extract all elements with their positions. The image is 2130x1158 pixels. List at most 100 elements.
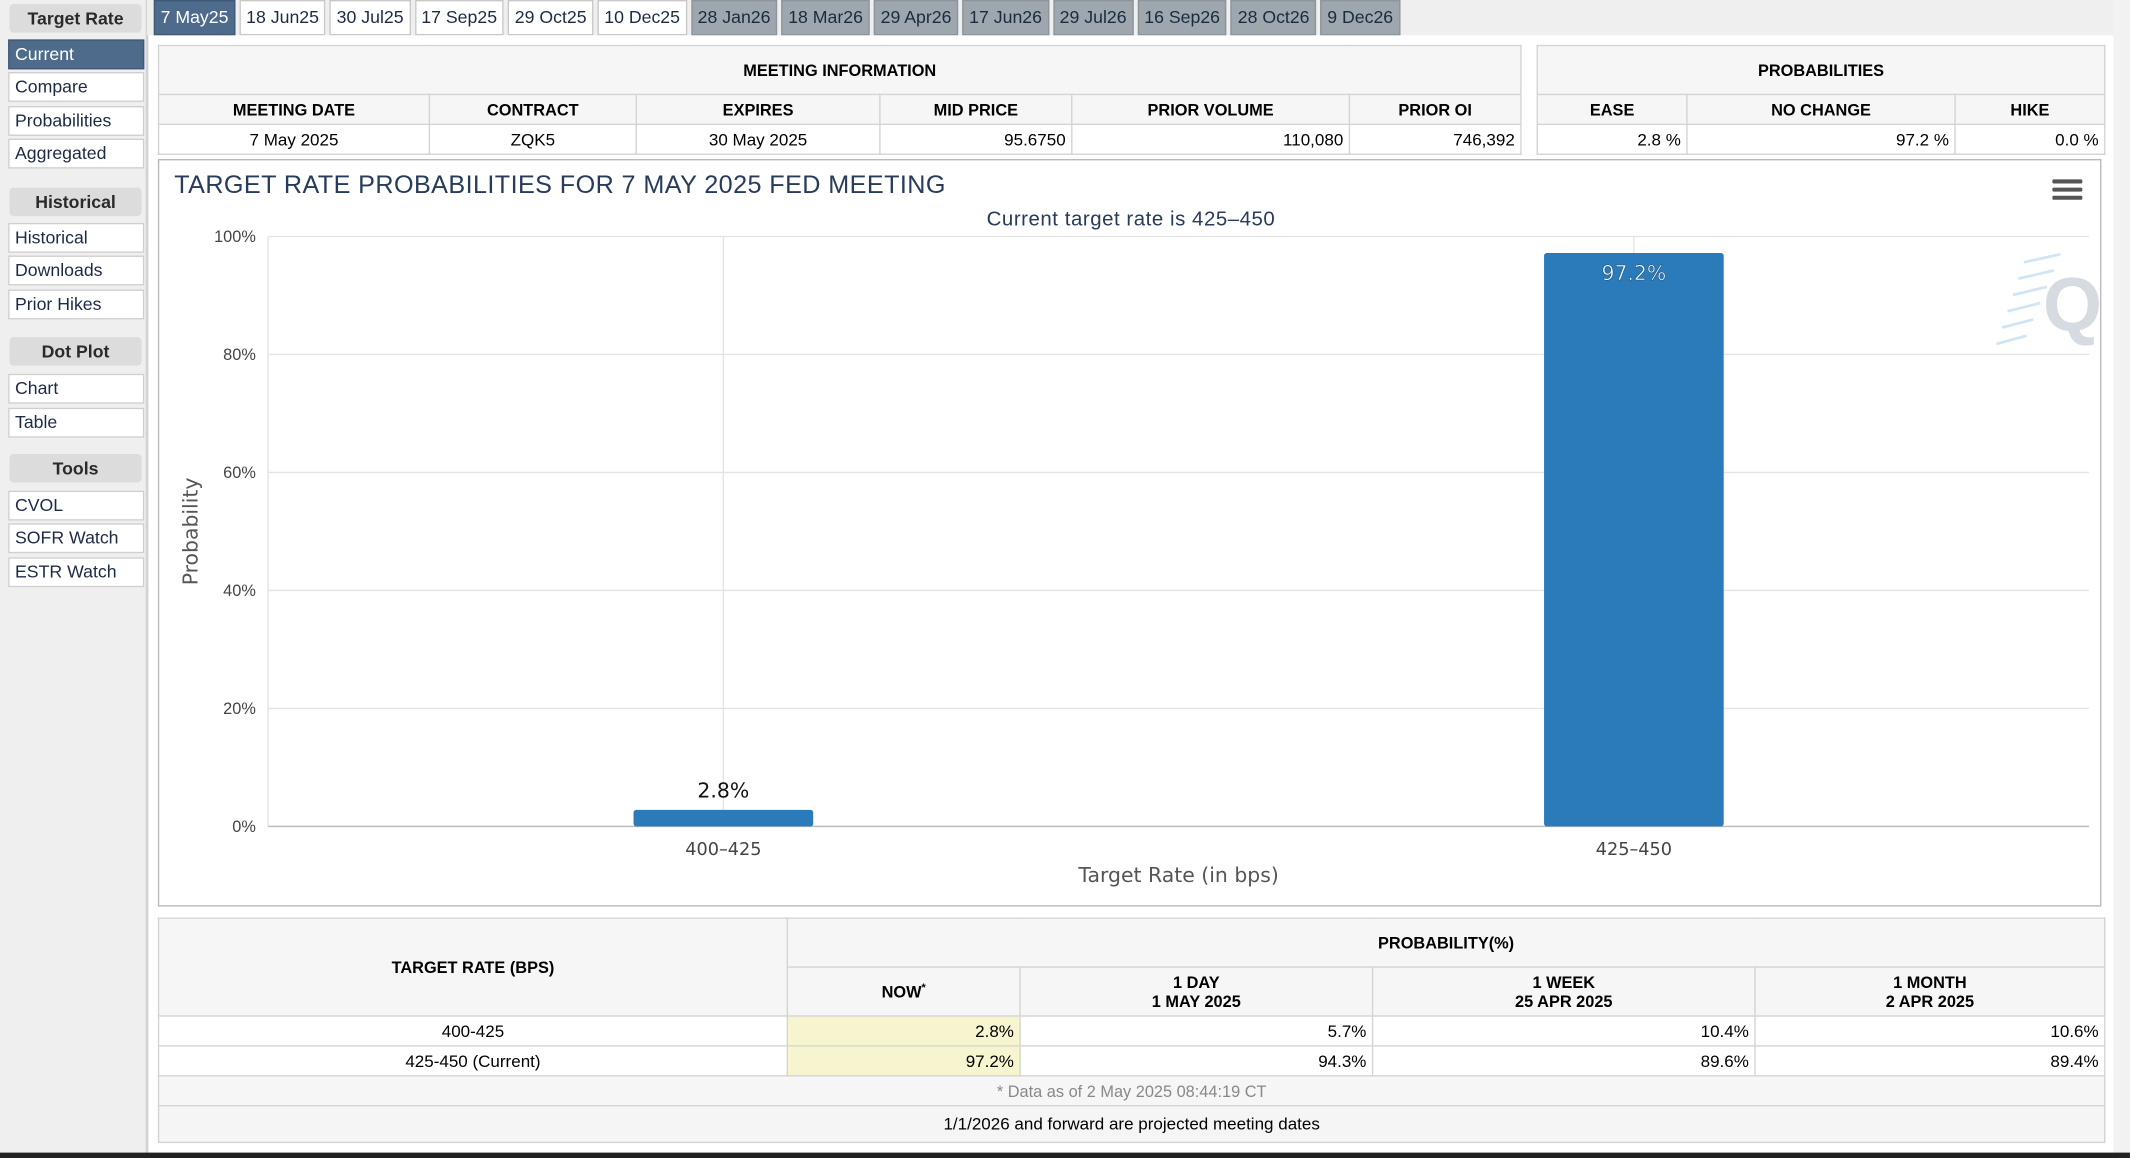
footer-note: 1/1/2026 and forward are projected meeti… xyxy=(157,1105,2106,1144)
row-now: 97.2% xyxy=(786,1045,1021,1077)
data-timestamp-note: * Data as of 2 May 2025 08:44:19 CT xyxy=(157,1075,2106,1107)
row-now: 2.8% xyxy=(786,1015,1021,1047)
sidebar-item-compare[interactable]: Compare xyxy=(8,72,145,102)
row-1-week: 10.4% xyxy=(1371,1015,1756,1047)
col-1-month-line1: 1 MONTH xyxy=(1893,972,1967,992)
col-1-day-line1: 1 DAY xyxy=(1173,972,1220,992)
row-1-day: 5.7% xyxy=(1019,1015,1374,1047)
sidebar-item-table[interactable]: Table xyxy=(8,407,145,438)
tab-meeting[interactable]: 17 Sep25 xyxy=(414,0,504,36)
meeting-info-title: MEETING INFORMATION xyxy=(157,44,1522,96)
sidebar-item-historical[interactable]: Historical xyxy=(8,222,145,253)
svg-text:Q: Q xyxy=(2043,262,2102,347)
sidebar-head-historical: Historical xyxy=(9,187,142,217)
sidebar-item-sofr-watch[interactable]: SOFR Watch xyxy=(8,523,145,554)
tab-meeting[interactable]: 18 Jun25 xyxy=(239,0,326,36)
col-ease: EASE xyxy=(1536,93,1688,126)
probabilities-table: PROBABILITIES EASE NO CHANGE HIKE 2.8 % … xyxy=(1536,44,2106,155)
tab-meeting[interactable]: 29 Apr26 xyxy=(873,0,959,36)
chart-panel: 0% 20% 40% 60% 80% 100% 2.8% 400–425 97.2% 425–45… xyxy=(157,159,2102,907)
tab-meeting[interactable]: 29 Oct25 xyxy=(507,0,594,36)
sidebar: Target Rate Current Compare Probabilitie… xyxy=(0,0,147,1158)
table-row: 400-425 2.8% 5.7% 10.4% 10.6% xyxy=(157,1015,2106,1047)
no-change-value: 97.2 % xyxy=(1686,123,1956,155)
hike-value: 0.0 % xyxy=(1954,123,2106,155)
y-tick-label: 100% xyxy=(214,228,256,246)
row-rate: 425-450 (Current) xyxy=(157,1045,789,1077)
y-tick-label: 40% xyxy=(223,582,256,600)
col-target-rate: TARGET RATE (BPS) xyxy=(157,917,789,1017)
row-1-day: 94.3% xyxy=(1019,1045,1374,1077)
meeting-tabs: 7 May25 18 Jun25 30 Jul25 17 Sep25 29 Oct25 1… xyxy=(153,0,1400,36)
bar-data-label: 2.8% xyxy=(697,779,749,803)
sidebar-item-aggregated[interactable]: Aggregated xyxy=(8,138,145,169)
col-1-day: 1 DAY 1 MAY 2025 xyxy=(1019,966,1374,1017)
probability-history-table: TARGET RATE (BPS) PROBABILITY(%) NOW* 1 … xyxy=(157,917,2106,1107)
watermark-logo-icon: Q xyxy=(1996,252,2102,347)
x-axis-title: Target Rate (in bps) xyxy=(1077,863,1278,887)
y-tick-label: 20% xyxy=(223,700,256,718)
meeting-date-value: 7 May 2025 xyxy=(157,123,431,155)
y-tick-label: 60% xyxy=(223,464,256,482)
sidebar-head-target-rate: Target Rate xyxy=(9,4,142,33)
row-1-month: 10.6% xyxy=(1754,1015,2106,1047)
chart-menu-icon[interactable] xyxy=(2052,179,2083,201)
bar-data-label: 97.2% xyxy=(1601,261,1666,285)
meeting-info-table: MEETING INFORMATION MEETING DATE CONTRAC… xyxy=(157,44,1522,155)
bottom-edge xyxy=(0,1152,2130,1158)
col-prior-oi: PRIOR OI xyxy=(1348,93,1522,126)
col-expires: EXPIRES xyxy=(635,93,881,126)
tab-meeting[interactable]: 28 Jan26 xyxy=(690,0,778,36)
col-1-month-line2: 2 APR 2025 xyxy=(1885,991,1975,1011)
probability-chart: 0% 20% 40% 60% 80% 100% 2.8% 400–425 97.2% 425–45… xyxy=(178,228,2102,887)
tab-meeting[interactable]: 29 Jul26 xyxy=(1052,0,1134,36)
sidebar-item-downloads[interactable]: Downloads xyxy=(8,255,145,286)
sidebar-item-probabilities[interactable]: Probabilities xyxy=(8,106,145,136)
bar xyxy=(1544,253,1724,827)
sidebar-item-cvol[interactable]: CVOL xyxy=(8,490,145,521)
sidebar-item-estr-watch[interactable]: ESTR Watch xyxy=(8,557,145,588)
right-scrollbar-track[interactable] xyxy=(2113,0,2130,1158)
col-hike: HIKE xyxy=(1954,93,2106,126)
col-now-star: * xyxy=(921,981,926,994)
y-tick-label: 0% xyxy=(232,818,256,836)
row-1-month: 89.4% xyxy=(1754,1045,2106,1077)
sidebar-item-prior-hikes[interactable]: Prior Hikes xyxy=(8,289,145,320)
tab-meeting[interactable]: 18 Mar26 xyxy=(781,0,870,36)
tab-meeting[interactable]: 17 Jun26 xyxy=(962,0,1049,36)
x-tick-label: 425–450 xyxy=(1596,840,1672,860)
tab-meeting[interactable]: 28 Oct26 xyxy=(1230,0,1317,36)
x-tick-label: 400–425 xyxy=(685,840,761,860)
tab-meeting[interactable]: 10 Dec25 xyxy=(597,0,687,36)
bar xyxy=(633,809,814,827)
expires-value: 30 May 2025 xyxy=(635,123,881,155)
tab-meeting[interactable]: 16 Sep26 xyxy=(1137,0,1227,36)
mid-price-value: 95.6750 xyxy=(879,123,1073,155)
col-now-label: NOW xyxy=(881,982,922,1002)
probabilities-title: PROBABILITIES xyxy=(1536,44,2106,96)
tab-meeting[interactable]: 9 Dec26 xyxy=(1320,0,1400,36)
tab-meeting[interactable]: 30 Jul25 xyxy=(329,0,411,36)
tab-meeting[interactable]: 7 May25 xyxy=(153,0,236,36)
prior-volume-value: 110,080 xyxy=(1071,123,1351,155)
chart-title: TARGET RATE PROBABILITIES FOR 7 MAY 2025… xyxy=(174,169,946,199)
col-mid-price: MID PRICE xyxy=(879,93,1073,126)
y-tick-label: 80% xyxy=(223,346,256,364)
col-1-day-line2: 1 MAY 2025 xyxy=(1151,991,1241,1011)
row-rate: 400-425 xyxy=(157,1015,789,1047)
col-no-change: NO CHANGE xyxy=(1686,93,1956,126)
table-row: 425-450 (Current) 97.2% 94.3% 89.6% 89.4… xyxy=(157,1045,2106,1077)
col-1-month: 1 MONTH 2 APR 2025 xyxy=(1754,966,2106,1017)
row-1-week: 89.6% xyxy=(1371,1045,1756,1077)
sidebar-item-current[interactable]: Current xyxy=(8,39,145,70)
col-1-week-line2: 25 APR 2025 xyxy=(1515,991,1613,1011)
col-contract: CONTRACT xyxy=(428,93,637,126)
ease-value: 2.8 % xyxy=(1536,123,1688,155)
col-meeting-date: MEETING DATE xyxy=(157,93,431,126)
sidebar-head-tools: Tools xyxy=(9,453,142,483)
col-now: NOW* xyxy=(786,966,1021,1017)
sidebar-item-chart[interactable]: Chart xyxy=(8,373,145,404)
prior-oi-value: 746,392 xyxy=(1348,123,1522,155)
